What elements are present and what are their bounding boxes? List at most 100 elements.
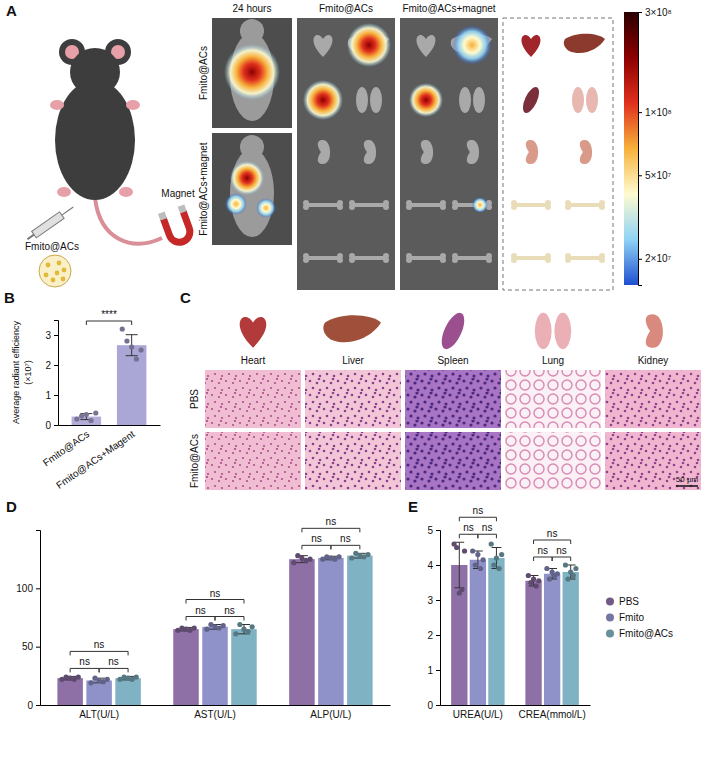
tick-label: 4 [427, 560, 433, 571]
tick-label: 3 [427, 595, 433, 606]
magnet-pole [158, 212, 167, 221]
data-point [462, 548, 467, 553]
tick: CREA(mmol/L) [519, 705, 586, 720]
ivis-image [212, 18, 292, 128]
data-point [536, 578, 541, 583]
organ-icon [580, 140, 592, 164]
organ-shape [580, 140, 592, 164]
tick: 2 [427, 630, 440, 641]
organ-shape [520, 85, 543, 115]
significance-label: ns [326, 516, 337, 527]
bar [57, 678, 82, 705]
organ-shape [349, 204, 355, 210]
data-point [489, 541, 494, 546]
significance-label: ns [224, 605, 235, 616]
data-point [88, 680, 93, 685]
organ-icon [565, 200, 605, 210]
data-point [571, 573, 576, 578]
bar [86, 681, 111, 706]
significance-bracket [70, 651, 128, 655]
organ-icon [459, 87, 485, 113]
cartoon [25, 39, 197, 287]
organ-shape [586, 87, 598, 113]
data-point [573, 566, 578, 571]
tick-mark [436, 600, 440, 601]
data-point [470, 548, 475, 553]
organ-shape [554, 313, 571, 349]
organ-legend-box [503, 18, 613, 290]
legend: PBSFmitoFmito@ACs [606, 596, 673, 639]
organ-icon [313, 35, 332, 57]
legend-label: PBS [619, 596, 639, 607]
bar [202, 627, 227, 705]
axis-line [639, 13, 643, 286]
bar [117, 345, 146, 425]
significance [86, 321, 131, 325]
data-point [307, 557, 312, 562]
tick-label: 2×10⁷ [645, 253, 672, 264]
data-point [480, 557, 485, 562]
tick-label: AST(U/L) [194, 709, 236, 720]
organ-icon [349, 200, 389, 210]
tick-mark [638, 12, 642, 13]
plot-marks [451, 541, 579, 705]
organ-shape [318, 140, 330, 164]
significance-bracket [459, 534, 478, 538]
histology-image [605, 432, 701, 490]
organ-shape [452, 204, 458, 210]
organ-shape [307, 256, 339, 260]
significance-bracket [331, 545, 360, 549]
organ-shape [353, 203, 385, 207]
organ-icon [416, 35, 435, 57]
histology-image [205, 370, 301, 428]
legend-label: Fmito [619, 612, 644, 623]
significance-bracket [302, 528, 360, 532]
mouse-silhouette [230, 149, 274, 237]
error-bar [492, 548, 502, 569]
particle [61, 277, 66, 282]
data-point [459, 587, 464, 592]
data-point [475, 552, 480, 557]
bar [289, 559, 314, 705]
significance-label: ns [473, 505, 484, 516]
significance-label: ns [108, 656, 119, 667]
data-point [473, 562, 478, 567]
significance-bracket [70, 668, 99, 672]
tick-label: 2 [45, 360, 51, 371]
ivis-organ-image [400, 18, 498, 290]
tick-label: 3×10⁸ [645, 7, 672, 18]
bar [173, 629, 198, 705]
histology [205, 310, 701, 490]
particle [62, 268, 67, 273]
tick-mark [36, 705, 40, 706]
label: Lung [542, 355, 564, 366]
tick: 5×10⁷ [638, 170, 672, 181]
organ-icon [318, 140, 330, 164]
data-point [129, 344, 134, 349]
mouse-silhouette [240, 135, 264, 159]
significance-bracket [86, 321, 131, 325]
error-bar [454, 542, 464, 588]
panel-letter: A [6, 2, 17, 19]
significance-label: **** [101, 309, 117, 320]
data-point [105, 677, 110, 682]
tick: 1×10⁸ [638, 107, 672, 118]
organ-icon [535, 313, 571, 349]
data-point [93, 410, 98, 415]
label: Fmito@ACs [319, 3, 373, 14]
histology-image [205, 432, 301, 490]
data-point [88, 418, 93, 423]
data-point [74, 416, 79, 421]
histology-image [405, 370, 501, 428]
axis-title: (×10⁷) [23, 360, 33, 385]
organ-shape [383, 257, 389, 263]
error-bar [126, 335, 138, 356]
organ-shape [421, 140, 433, 164]
data-point [563, 562, 568, 567]
heat-signal [225, 193, 247, 215]
data-point [138, 347, 143, 352]
mouse-head [70, 48, 120, 96]
significance [70, 528, 360, 672]
heat-signal [452, 25, 492, 65]
tick-label: Fmito@ACs+Magent [54, 428, 137, 491]
